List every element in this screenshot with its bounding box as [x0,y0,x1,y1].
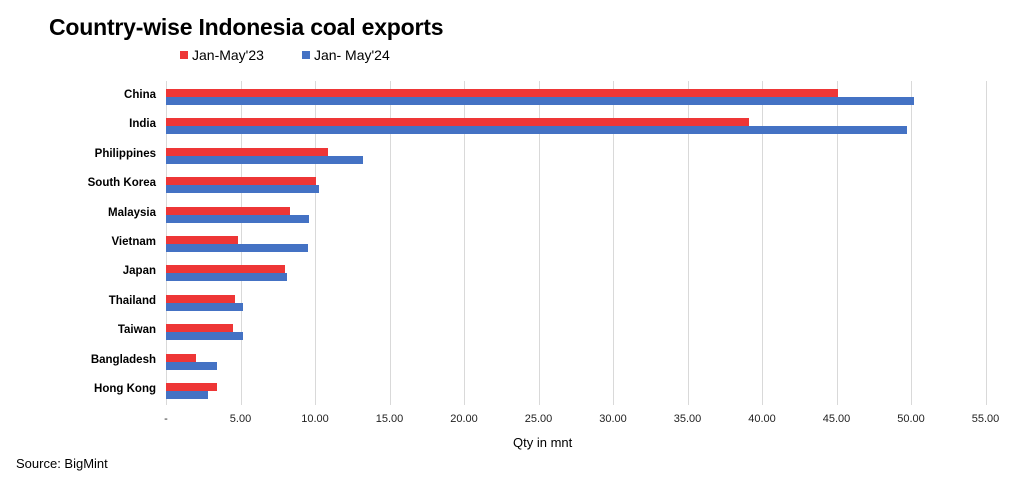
bar [166,273,287,282]
bar [166,206,290,215]
plot-area [166,81,996,405]
bar [166,383,217,391]
bar [166,126,907,135]
bar-group [166,236,996,252]
gridline [315,81,316,405]
bar [166,155,363,164]
category-label: Bangladesh [90,353,156,366]
source-note: Source: BigMint [16,456,108,471]
bar [166,302,244,311]
bar [166,97,914,105]
legend-swatch-2024 [301,51,310,59]
bar [166,214,310,223]
bar [166,391,208,399]
category-label: South Korea [87,177,156,190]
gridline [985,81,987,405]
category-label: India [129,118,156,131]
bar [166,265,286,274]
bar-group [166,89,996,105]
bar-group [166,353,996,370]
category-label: China [124,89,156,101]
gridline [911,81,912,405]
x-tick-label: 45.00 [822,413,851,425]
bar [166,332,244,341]
bar [166,244,308,252]
x-tick-label: 55.00 [971,413,1000,425]
bar [166,353,196,362]
x-tick-label: 10.00 [301,413,329,425]
category-label: Malaysia [108,206,156,219]
gridline [687,81,689,405]
x-tick-label: 20.00 [450,413,478,425]
bar [166,177,317,186]
bar [166,118,749,127]
x-tick-label: - [164,413,168,425]
bar-group [166,177,996,194]
chart-title: Country-wise Indonesia coal exports [49,14,444,40]
x-tick-label: 25.00 [524,413,553,425]
x-tick-label: 15.00 [375,413,404,425]
bar [166,89,838,97]
legend-item-2023: Jan-May'23 [180,47,264,63]
gridline [613,81,614,405]
bar [166,361,217,370]
bar [166,185,320,194]
category-label: Thailand [108,294,156,307]
bar-group [166,383,996,399]
category-label: Taiwan [117,324,156,337]
bar [166,147,329,156]
x-tick-label: 40.00 [748,413,776,425]
x-tick-label: 35.00 [673,413,702,425]
category-label: Japan [122,265,156,278]
category-label: Philippines [94,147,156,160]
gridline [389,81,391,405]
bar [166,324,234,333]
bar-group [166,265,996,282]
category-label: Vietnam [111,236,156,248]
legend-item-2024: Jan- May'24 [301,47,390,63]
x-tick-label: 30.00 [599,413,627,425]
bar-group [166,324,996,341]
legend: Jan-May'23 Jan- May'24 [180,47,390,63]
bar-group [166,118,996,135]
gridline [762,81,763,405]
bar [166,294,235,303]
bar [166,236,238,244]
x-tick-label: 5.00 [229,413,252,425]
category-label: Hong Kong [94,383,156,395]
gridline [240,81,242,405]
legend-label-2023: Jan-May'23 [192,47,264,63]
x-axis-label: Qty in mnt [513,435,573,450]
bar-group [166,147,996,164]
legend-swatch-2023 [180,51,188,59]
gridline [836,81,838,405]
legend-label-2024: Jan- May'24 [313,47,390,63]
x-tick-label: 50.00 [897,413,925,425]
gridline [464,81,465,405]
bar-group [166,206,996,223]
bar-group [166,294,996,311]
gridline [538,81,540,405]
